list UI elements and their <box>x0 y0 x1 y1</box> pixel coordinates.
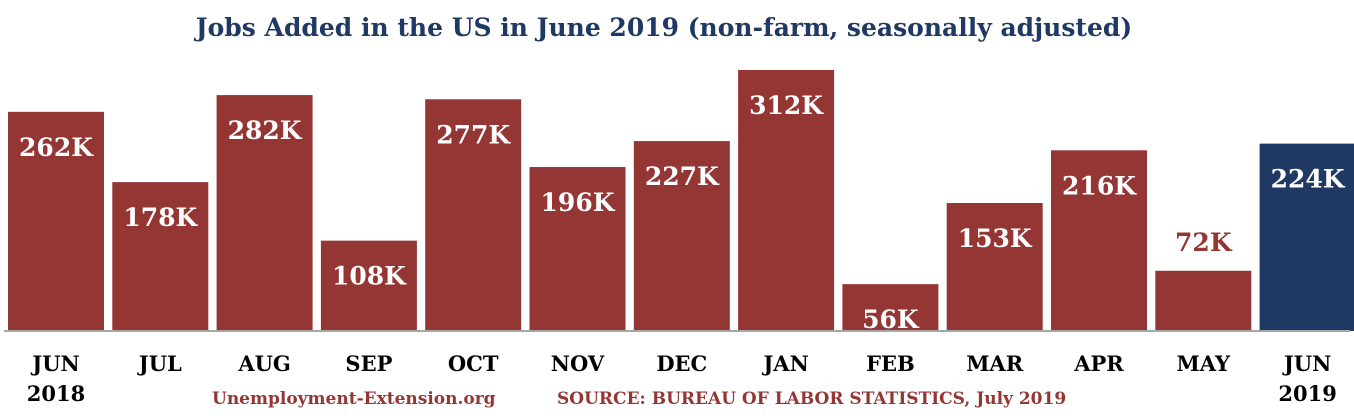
category-label-1: JUL <box>137 351 182 376</box>
category-year-label-0: 2018 <box>27 381 85 406</box>
bar-value-label-4: 277K <box>436 120 511 149</box>
bar-value-label-5: 196K <box>541 188 616 217</box>
category-label-8: FEB <box>866 351 915 376</box>
bar-10 <box>1051 150 1147 331</box>
category-label-6: DEC <box>656 351 707 376</box>
bar-4 <box>425 99 522 332</box>
bar-11 <box>1155 270 1252 331</box>
category-label-3: SEP <box>345 351 392 376</box>
bar-value-label-2: 282K <box>228 116 303 145</box>
category-labels-group: JUN 2018 JUL AUG SEP OCT NOV DEC JAN FEB MAR APR MAY… <box>27 351 1337 406</box>
category-label-4: OCT <box>448 351 499 376</box>
bar-12 <box>1259 143 1354 331</box>
bar-8 <box>842 284 939 331</box>
bar-value-label-6: 227K <box>645 162 720 191</box>
bar-7 <box>738 70 835 331</box>
bar-value-label-1: 178K <box>123 203 198 232</box>
category-label-11: MAY <box>1177 351 1231 376</box>
bar-value-label-9: 153K <box>958 224 1033 253</box>
category-label-12: JUN <box>1282 351 1331 376</box>
bars-group: 262K 178K 282K 108K 277K 196K 227K 312K 56K 153K 2… <box>8 70 1354 334</box>
bar-value-label-8: 56K <box>862 305 920 334</box>
category-label-2: AUG <box>237 351 291 376</box>
category-label-9: MAR <box>966 351 1024 376</box>
bar-9 <box>946 203 1043 331</box>
bar-2 <box>216 95 313 331</box>
category-label-0: JUN <box>30 351 79 376</box>
bar-3 <box>320 240 417 331</box>
category-label-5: NOV <box>551 351 605 376</box>
bar-value-label-11: 72K <box>1175 228 1233 257</box>
footer-source: SOURCE: BUREAU OF LABOR STATISTICS, July… <box>557 389 1066 409</box>
bar-value-label-0: 262K <box>19 133 94 162</box>
bar-value-label-3: 108K <box>332 262 407 291</box>
bar-1 <box>112 182 209 331</box>
bar-value-label-7: 312K <box>749 91 824 120</box>
bar-0 <box>8 111 104 331</box>
category-year-label-12: 2019 <box>1278 381 1336 406</box>
chart-title: Jobs Added in the US in June 2019 (non-f… <box>194 13 1132 42</box>
category-label-10: APR <box>1073 351 1124 376</box>
bar-5 <box>529 167 626 331</box>
bar-value-label-12: 224K <box>1271 165 1346 194</box>
bar-value-label-10: 216K <box>1062 171 1137 200</box>
bar-6 <box>633 141 730 331</box>
footer-site: Unemployment-Extension.org <box>212 389 496 409</box>
category-label-7: JAN <box>761 351 808 376</box>
